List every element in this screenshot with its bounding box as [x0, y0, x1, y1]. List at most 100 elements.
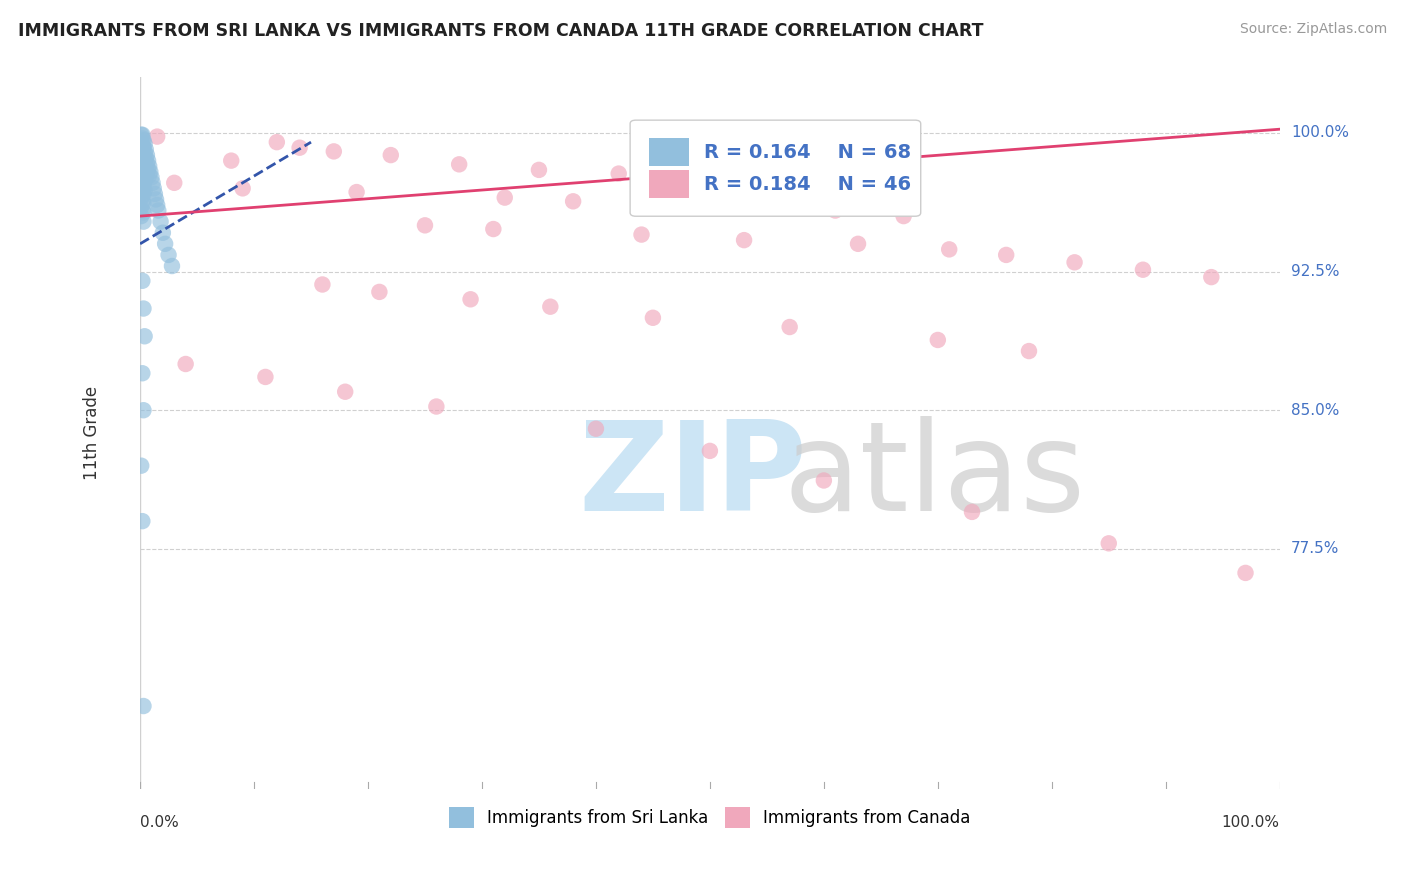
Point — [134, 174, 156, 188]
Point — [129, 145, 152, 159]
Point — [132, 141, 155, 155]
Point — [143, 186, 166, 201]
Legend: Immigrants from Sri Lanka, Immigrants from Canada: Immigrants from Sri Lanka, Immigrants fr… — [443, 801, 977, 834]
Point — [131, 131, 153, 145]
Point — [733, 233, 755, 247]
Point — [139, 165, 162, 179]
Point — [129, 153, 152, 168]
Point — [134, 183, 156, 197]
Point — [131, 157, 153, 171]
Point — [153, 236, 176, 251]
Text: Source: ZipAtlas.com: Source: ZipAtlas.com — [1240, 22, 1388, 37]
Point — [132, 133, 155, 147]
Text: 85.0%: 85.0% — [1291, 402, 1339, 417]
Point — [482, 222, 505, 236]
Point — [641, 310, 664, 325]
Text: 0.0%: 0.0% — [141, 815, 179, 830]
Point — [460, 293, 482, 307]
Point — [1063, 255, 1085, 269]
Point — [131, 139, 153, 153]
Point — [449, 157, 471, 171]
Point — [135, 148, 157, 162]
Point — [129, 162, 152, 177]
Point — [129, 458, 152, 473]
Point — [145, 193, 167, 207]
Point — [134, 155, 156, 169]
Point — [132, 169, 155, 183]
Point — [135, 170, 157, 185]
Point — [779, 320, 801, 334]
Text: 100.0%: 100.0% — [1222, 815, 1279, 830]
Text: 11th Grade: 11th Grade — [83, 386, 101, 481]
Point — [824, 203, 846, 218]
Point — [149, 214, 172, 228]
Text: atlas: atlas — [785, 416, 1085, 536]
Point — [425, 400, 447, 414]
Point — [134, 146, 156, 161]
Point — [676, 172, 699, 186]
Point — [146, 198, 169, 212]
Point — [132, 205, 155, 219]
Point — [368, 285, 391, 299]
Point — [131, 128, 153, 142]
Text: ZIP: ZIP — [579, 416, 807, 536]
Point — [1201, 270, 1223, 285]
Point — [846, 236, 869, 251]
FancyBboxPatch shape — [650, 138, 689, 167]
Point — [132, 403, 155, 417]
Point — [132, 186, 155, 201]
Point — [146, 129, 169, 144]
Point — [141, 170, 163, 185]
Point — [585, 422, 607, 436]
Point — [232, 181, 254, 195]
Text: 77.5%: 77.5% — [1291, 541, 1339, 557]
Point — [131, 203, 153, 218]
Point — [132, 196, 155, 211]
Point — [132, 214, 155, 228]
Point — [138, 159, 160, 173]
Point — [527, 162, 550, 177]
Point — [893, 209, 915, 223]
Point — [132, 178, 155, 192]
Point — [157, 248, 180, 262]
FancyBboxPatch shape — [630, 120, 921, 216]
Point — [129, 128, 152, 142]
Point — [136, 162, 159, 177]
Point — [219, 153, 242, 168]
Point — [135, 157, 157, 171]
Point — [129, 181, 152, 195]
Point — [152, 226, 174, 240]
Point — [134, 165, 156, 179]
Point — [138, 169, 160, 183]
Point — [131, 194, 153, 209]
Point — [129, 172, 152, 186]
Point — [494, 191, 516, 205]
Point — [1234, 566, 1257, 580]
Point — [322, 145, 344, 159]
Point — [380, 148, 402, 162]
Point — [131, 176, 153, 190]
Point — [995, 248, 1018, 262]
Point — [129, 200, 152, 214]
Point — [813, 474, 835, 488]
Point — [129, 191, 152, 205]
Point — [135, 161, 157, 175]
Point — [335, 384, 357, 399]
Point — [1132, 262, 1154, 277]
Point — [142, 181, 165, 195]
Text: R = 0.184    N = 46: R = 0.184 N = 46 — [704, 175, 911, 194]
Point — [160, 259, 183, 273]
Point — [174, 357, 197, 371]
Point — [129, 135, 152, 149]
Point — [132, 159, 155, 173]
Point — [131, 514, 153, 528]
Text: IMMIGRANTS FROM SRI LANKA VS IMMIGRANTS FROM CANADA 11TH GRADE CORRELATION CHART: IMMIGRANTS FROM SRI LANKA VS IMMIGRANTS … — [18, 22, 984, 40]
Point — [607, 167, 630, 181]
Text: 92.5%: 92.5% — [1291, 264, 1340, 279]
Point — [136, 153, 159, 168]
Point — [132, 699, 155, 714]
Point — [927, 333, 949, 347]
Point — [135, 167, 157, 181]
Point — [148, 203, 170, 218]
Point — [131, 366, 153, 380]
